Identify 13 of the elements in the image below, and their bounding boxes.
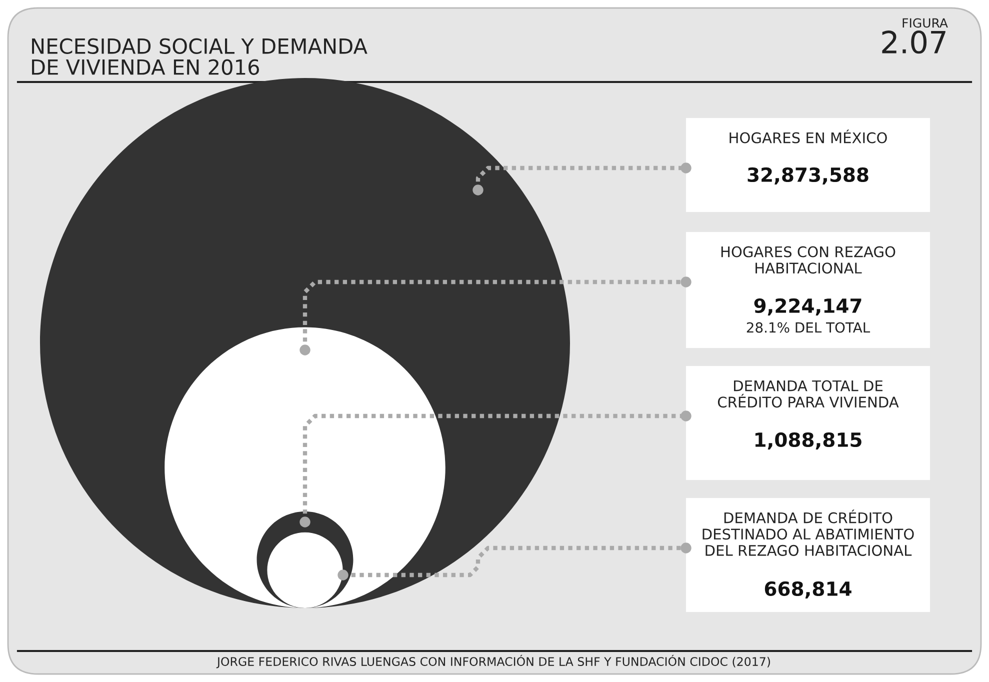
text: JORGE FEDERICO RIVAS LUENGAS CON INFORMACIÓN DE LA SHF Y FUNDACIÓN CIDOC (2017) [216,654,770,668]
data-label: 1,088,815 [755,432,862,450]
data-label: 668,814 [764,581,852,599]
text: 28.1% DEL TOTAL [746,322,870,333]
category-label: DEMANDA TOTAL DE CRÉDITO PARA VIVIENDA [718,380,899,408]
category-label: HOGARES EN MÉXICO [730,130,887,144]
category-label: HOGARES CON REZAGO HABITACIONAL [721,246,896,274]
text: NECESIDAD SOCIAL Y DEMANDA DE VIVIENDA EN 2016 [32,38,368,75]
text: FIGURA [902,18,948,28]
data-label: 32,873,588 [748,167,868,185]
category-label: DEMANDA DE CRÉDITO DESTINADO AL ABATIMIENTO DEL REZAGO HABITACIONAL [702,510,914,556]
text: 2.07 [882,30,946,54]
data-label: 9,224,147 [754,298,862,316]
